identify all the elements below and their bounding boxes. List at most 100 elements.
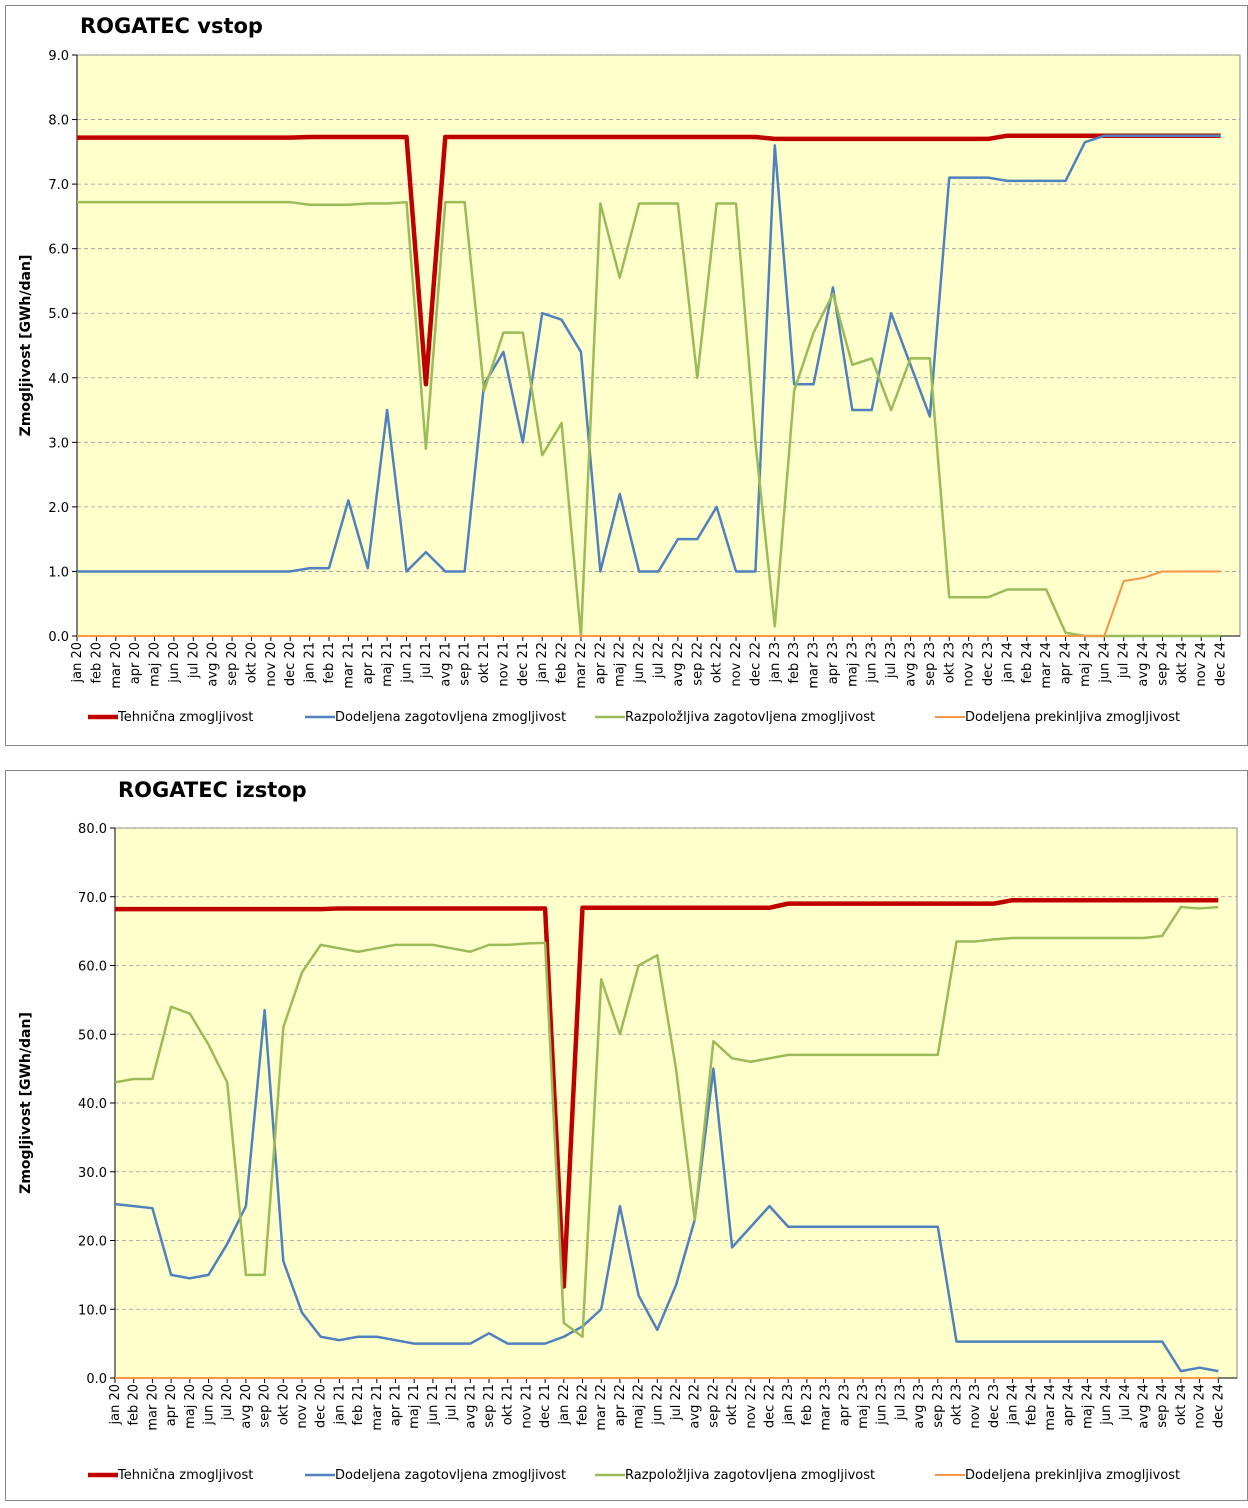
x-tick-label: feb 24 bbox=[1024, 1384, 1039, 1426]
x-tick-label: dec 20 bbox=[283, 642, 298, 686]
x-tick-label: jan 23 bbox=[781, 1384, 796, 1426]
series-line bbox=[77, 570, 1221, 637]
legend-label: Dodeljena zagotovljena zmogljivost bbox=[335, 710, 566, 725]
x-tick-label: apr 22 bbox=[593, 642, 608, 684]
x-tick-label: jun 24 bbox=[1099, 1384, 1114, 1426]
x-tick-label: mar 21 bbox=[341, 642, 356, 689]
x-tick-label: okt 23 bbox=[950, 1384, 965, 1425]
x-tick-label: avg 20 bbox=[239, 1384, 254, 1429]
x-tick-label: apr 24 bbox=[1059, 642, 1074, 684]
x-tick-label: jan 20 bbox=[108, 1384, 123, 1426]
x-tick-label: jul 24 bbox=[1118, 1384, 1133, 1421]
x-tick-label: jan 24 bbox=[1000, 642, 1015, 684]
x-tick-label: nov 24 bbox=[1193, 1384, 1208, 1429]
x-tick-label: jul 20 bbox=[186, 642, 201, 679]
legend-label: Dodeljena prekinljiva zmogljivost bbox=[965, 710, 1180, 725]
x-tick-label: okt 24 bbox=[1174, 1384, 1189, 1425]
x-tick-label: nov 21 bbox=[519, 1384, 534, 1429]
x-tick-label: sep 24 bbox=[1155, 642, 1170, 686]
x-tick-label: feb 24 bbox=[1020, 642, 1035, 684]
x-tick-label: jan 24 bbox=[1006, 1384, 1021, 1426]
x-tick-label: sep 20 bbox=[225, 642, 240, 686]
x-tick-label: feb 22 bbox=[576, 1384, 591, 1426]
x-tick-label: jun 20 bbox=[202, 1384, 217, 1426]
x-tick-label: jun 22 bbox=[632, 642, 647, 684]
series-line bbox=[77, 200, 1221, 638]
x-tick-label: avg 21 bbox=[463, 1384, 478, 1429]
y-tick-label: 50.0 bbox=[78, 1028, 107, 1043]
y-tick-label: 7.0 bbox=[48, 178, 69, 193]
x-tick-label: nov 23 bbox=[962, 642, 977, 687]
x-tick-label: jun 21 bbox=[400, 642, 415, 684]
x-tick-label: okt 21 bbox=[501, 1384, 516, 1425]
x-tick-label: dec 22 bbox=[748, 642, 763, 686]
x-tick-label: jul 21 bbox=[419, 642, 434, 679]
x-tick-label: jul 20 bbox=[220, 1384, 235, 1421]
y-axis-label: Zmogljivost [GWh/dan] bbox=[18, 1012, 34, 1194]
x-tick-label: maj 20 bbox=[183, 1384, 198, 1429]
y-tick-label: 80.0 bbox=[78, 822, 107, 837]
x-tick-label: maj 21 bbox=[407, 1384, 422, 1429]
series-line bbox=[77, 133, 1221, 387]
y-tick-label: 2.0 bbox=[48, 501, 69, 516]
x-tick-label: sep 23 bbox=[923, 642, 938, 686]
x-tick-label: feb 20 bbox=[89, 642, 104, 684]
series-line bbox=[114, 1008, 1219, 1373]
x-tick-label: sep 21 bbox=[482, 1384, 497, 1428]
x-tick-label: okt 22 bbox=[725, 1384, 740, 1425]
x-tick-label: sep 22 bbox=[690, 642, 705, 686]
y-tick-label: 70.0 bbox=[78, 891, 107, 906]
x-tick-label: apr 23 bbox=[837, 1384, 852, 1426]
y-tick-label: 1.0 bbox=[48, 565, 69, 580]
x-tick-label: mar 22 bbox=[574, 642, 589, 689]
x-tick-label: sep 24 bbox=[1155, 1384, 1170, 1428]
x-tick-label: okt 20 bbox=[276, 1384, 291, 1425]
x-tick-label: dec 24 bbox=[1214, 642, 1229, 686]
legend-label: Razpoložljiva zagotovljena zmogljivost bbox=[625, 1468, 875, 1483]
x-tick-label: mar 23 bbox=[807, 642, 822, 689]
x-tick-label: jan 21 bbox=[332, 1384, 347, 1426]
x-tick-label: jun 20 bbox=[167, 642, 182, 684]
x-tick-label: avg 21 bbox=[438, 642, 453, 687]
y-axis-label: Zmogljivost [GWh/dan] bbox=[18, 255, 34, 437]
x-tick-label: jun 23 bbox=[865, 642, 880, 684]
x-tick-label: jun 23 bbox=[875, 1384, 890, 1426]
y-tick-label: 60.0 bbox=[78, 960, 107, 975]
x-tick-label: apr 21 bbox=[361, 642, 376, 684]
y-tick-label: 20.0 bbox=[78, 1235, 107, 1250]
x-tick-label: okt 23 bbox=[942, 642, 957, 683]
x-tick-label: sep 20 bbox=[258, 1384, 273, 1428]
series-line bbox=[115, 897, 1219, 1289]
x-tick-label: okt 20 bbox=[244, 642, 259, 683]
x-tick-label: avg 24 bbox=[1137, 1384, 1152, 1429]
x-tick-label: dec 21 bbox=[516, 642, 531, 686]
y-tick-label: 4.0 bbox=[48, 372, 69, 387]
x-tick-label: mar 24 bbox=[1039, 642, 1054, 689]
x-tick-label: maj 22 bbox=[632, 1384, 647, 1429]
y-tick-label: 9.0 bbox=[48, 49, 69, 64]
x-tick-label: mar 24 bbox=[1043, 1384, 1058, 1431]
x-tick-label: feb 22 bbox=[555, 642, 570, 684]
y-tick-label: 10.0 bbox=[78, 1303, 107, 1318]
y-tick-label: 5.0 bbox=[48, 307, 69, 322]
x-tick-label: avg 24 bbox=[1136, 642, 1151, 687]
x-tick-label: mar 23 bbox=[819, 1384, 834, 1431]
x-tick-label: jun 24 bbox=[1097, 642, 1112, 684]
series-line bbox=[77, 134, 1221, 573]
x-tick-label: jan 21 bbox=[303, 642, 318, 684]
x-tick-label: nov 22 bbox=[729, 642, 744, 687]
x-tick-label: avg 22 bbox=[671, 642, 686, 687]
x-tick-label: jun 21 bbox=[426, 1384, 441, 1426]
x-tick-label: mar 20 bbox=[145, 1384, 160, 1431]
x-tick-label: apr 20 bbox=[128, 642, 143, 684]
x-tick-label: apr 20 bbox=[164, 1384, 179, 1426]
series-line bbox=[114, 905, 1219, 1338]
chart-title: ROGATEC izstop bbox=[118, 778, 307, 802]
x-tick-label: apr 24 bbox=[1062, 1384, 1077, 1426]
x-tick-label: feb 23 bbox=[787, 642, 802, 684]
chart-title: ROGATEC vstop bbox=[80, 14, 263, 38]
x-tick-label: nov 21 bbox=[496, 642, 511, 687]
x-tick-label: sep 21 bbox=[458, 642, 473, 686]
